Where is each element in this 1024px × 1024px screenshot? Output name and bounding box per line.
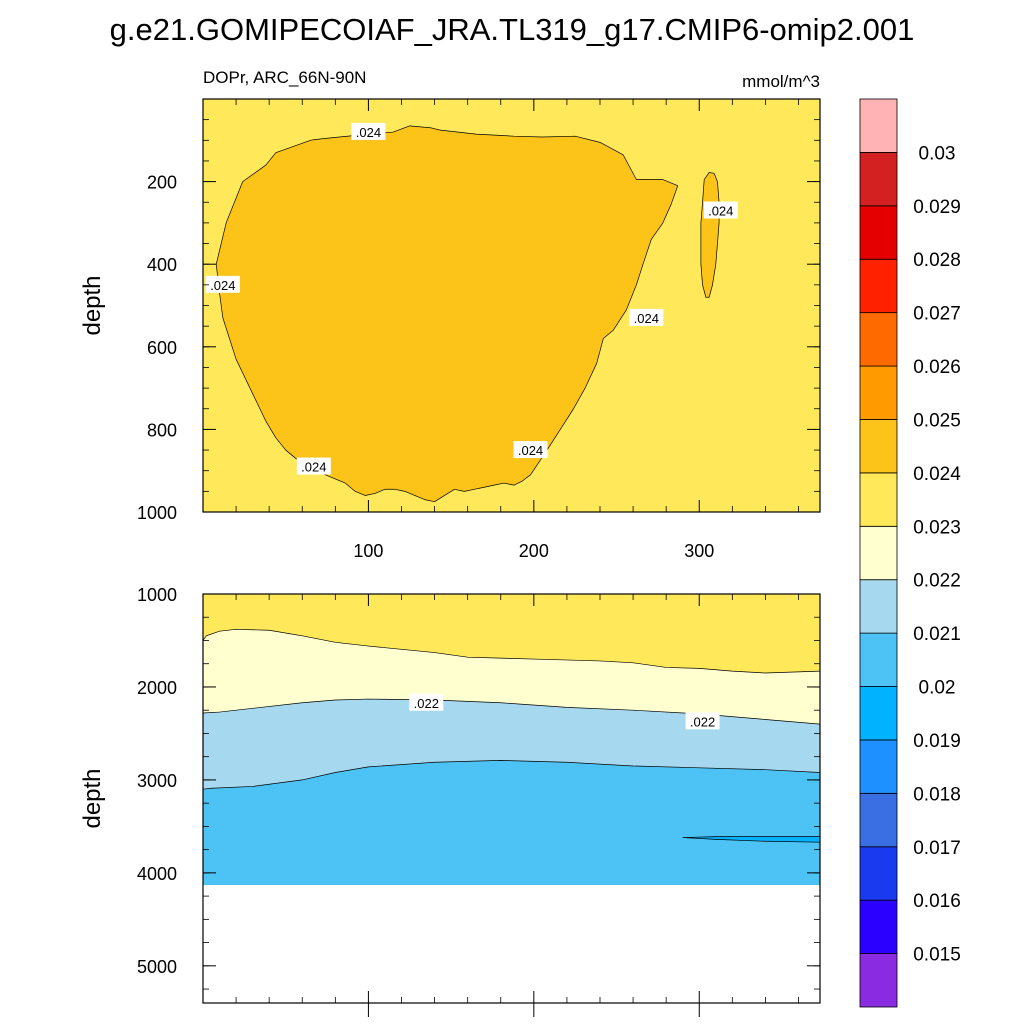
colorbar-box <box>859 579 898 634</box>
y-tick-label: 3000 <box>137 771 177 791</box>
y-tick-label: 600 <box>147 338 177 358</box>
colorbar-box <box>859 739 898 794</box>
svg-text:.022: .022 <box>414 696 439 711</box>
colorbar-box <box>859 419 898 474</box>
contour-label: .024 <box>513 441 548 459</box>
contour-region-0 <box>682 836 820 843</box>
colorbar-box <box>859 953 898 1008</box>
y-tick-label: 2000 <box>137 678 177 698</box>
contour-line-2 <box>203 760 820 790</box>
contour-label: .022 <box>409 693 444 711</box>
colorbar-tick-label: 0.016 <box>913 891 961 912</box>
colorbar-box <box>859 98 898 153</box>
colorbar-box <box>859 152 898 207</box>
colorbar-tick-label: 0.022 <box>913 571 961 592</box>
contour-band-2 <box>203 760 820 885</box>
contour-label: .024 <box>703 201 738 219</box>
colorbar-tick-label: 0.021 <box>913 624 961 645</box>
contour-label: .024 <box>629 308 664 326</box>
colorbar-tick-label: 0.026 <box>913 357 961 378</box>
colorbar-box <box>859 258 898 314</box>
y-tick-label: 5000 <box>137 957 177 977</box>
upper-panel: .024 .024 .024 .024 .024 .024 200 400 600 800 1000… <box>79 98 821 561</box>
colorbar-box <box>859 472 898 527</box>
colorbar-tick-label: 0.029 <box>913 197 961 218</box>
svg-text:.024: .024 <box>356 125 381 140</box>
colorbar-box <box>859 205 898 260</box>
x-tick-label: 200 <box>519 541 549 561</box>
colorbar-tick-label: 0.015 <box>913 945 961 966</box>
colorbar-box <box>859 846 898 901</box>
colorbar-tick-label: 0.025 <box>913 410 961 431</box>
colorbar-tick-label: 0.027 <box>913 304 961 325</box>
colorbar-tick-label: 0.019 <box>913 731 961 752</box>
colorbar-box <box>859 632 898 687</box>
svg-text:.024: .024 <box>301 460 326 475</box>
y-tick-label: 400 <box>147 255 177 275</box>
contour-label: .024 <box>205 275 240 293</box>
figure-title: g.e21.GOMIPECOIAF_JRA.TL319_g17.CMIP6-om… <box>110 12 915 47</box>
colorbar-box <box>859 686 898 741</box>
colorbar-box <box>859 365 898 420</box>
svg-text:.024: .024 <box>634 311 659 326</box>
y-axis-label: depth <box>79 768 106 828</box>
colorbar: 0.015 0.016 0.017 0.018 0.019 0.02 0.021 0.022 0… <box>859 98 961 1008</box>
svg-text:.024: .024 <box>708 204 733 219</box>
colorbar-tick-label: 0.017 <box>913 838 961 859</box>
colorbar-tick-label: 0.02 <box>919 678 956 699</box>
colorbar-box <box>859 792 898 848</box>
upper-subtitle-right: mmol/m^3 <box>742 72 820 91</box>
plot-frame <box>202 593 821 1004</box>
colorbar-tick-label: 0.018 <box>913 784 961 805</box>
lower-panel: .022 .022 1000 2000 3000 4000 5000 depth <box>79 585 821 1017</box>
y-tick-label: 1000 <box>137 503 177 523</box>
colorbar-box <box>859 525 898 581</box>
svg-text:.024: .024 <box>210 278 235 293</box>
colorbar-tick-label: 0.024 <box>913 464 961 485</box>
y-tick-label: 800 <box>147 420 177 440</box>
contour-label: .024 <box>296 457 331 475</box>
upper-subtitle-left: DOPr, ARC_66N-90N <box>203 68 366 87</box>
svg-text:.024: .024 <box>518 443 543 458</box>
contour-label: .022 <box>685 712 720 730</box>
x-tick-label: 300 <box>684 541 714 561</box>
contour-label: .024 <box>351 123 386 141</box>
colorbar-box <box>859 312 898 367</box>
svg-text:.022: .022 <box>690 714 715 729</box>
y-axis-label: depth <box>79 275 106 335</box>
y-tick-label: 4000 <box>137 864 177 884</box>
colorbar-tick-label: 0.028 <box>913 250 961 271</box>
y-tick-label: 200 <box>147 173 177 193</box>
colorbar-tick-label: 0.023 <box>913 517 961 538</box>
colorbar-box <box>859 899 898 954</box>
y-tick-label: 1000 <box>137 585 177 605</box>
x-tick-label: 100 <box>353 541 383 561</box>
colorbar-tick-label: 0.03 <box>919 143 956 164</box>
contour-line-0 <box>203 628 820 674</box>
